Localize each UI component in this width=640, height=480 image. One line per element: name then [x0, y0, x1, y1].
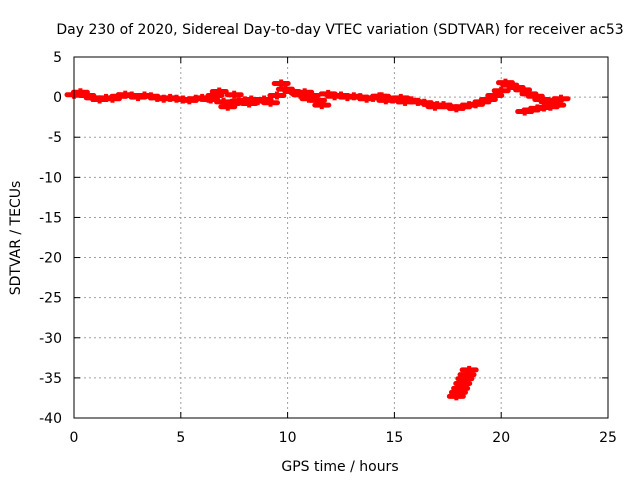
data-point [425, 102, 445, 111]
chart-title: Day 230 of 2020, Sidereal Day-to-day VTE… [56, 22, 623, 38]
plot-frame [73, 56, 609, 419]
data-point [299, 94, 319, 103]
y-axis-label: SDTVAR / TECUs [8, 181, 24, 296]
series-outlier-trace [446, 365, 479, 401]
data-point [551, 94, 571, 103]
x-tick-label: 15 [385, 430, 403, 446]
x-tick-label: 25 [599, 430, 617, 446]
data-point [261, 98, 281, 107]
tick-layer: 0 5 10 15 20 25 5 0 -5 -10 -15 -20 -25 -30 -35 -40 [39, 50, 617, 446]
data-point [459, 365, 479, 374]
x-tick-label: 0 [70, 430, 79, 446]
series-main-trace [64, 78, 571, 116]
data-point [267, 91, 287, 100]
data-point [209, 87, 229, 96]
y-tick-label: -15 [39, 210, 62, 226]
y-tick-label: -40 [39, 411, 62, 427]
x-tick-label: 10 [279, 430, 297, 446]
y-tick-label: 5 [53, 50, 62, 66]
data-point [271, 79, 291, 88]
data-point [372, 92, 392, 101]
data-layer [64, 78, 571, 401]
y-tick-label: -35 [39, 371, 62, 387]
data-point [312, 101, 332, 110]
data-point [391, 93, 411, 102]
data-point [201, 95, 221, 104]
y-tick-label: -20 [39, 251, 62, 267]
y-tick-label: -25 [39, 291, 62, 307]
data-point [547, 101, 567, 110]
data-point [239, 99, 259, 108]
y-tick-label: -10 [39, 170, 62, 186]
data-point [491, 86, 511, 95]
x-axis-label: GPS time / hours [281, 459, 398, 475]
y-tick-label: -5 [48, 130, 62, 146]
y-tick-label: 0 [53, 90, 62, 106]
y-tick-label: -30 [39, 331, 62, 347]
data-point [224, 90, 244, 99]
x-tick-label: 5 [176, 430, 185, 446]
x-tick-label: 20 [492, 430, 510, 446]
